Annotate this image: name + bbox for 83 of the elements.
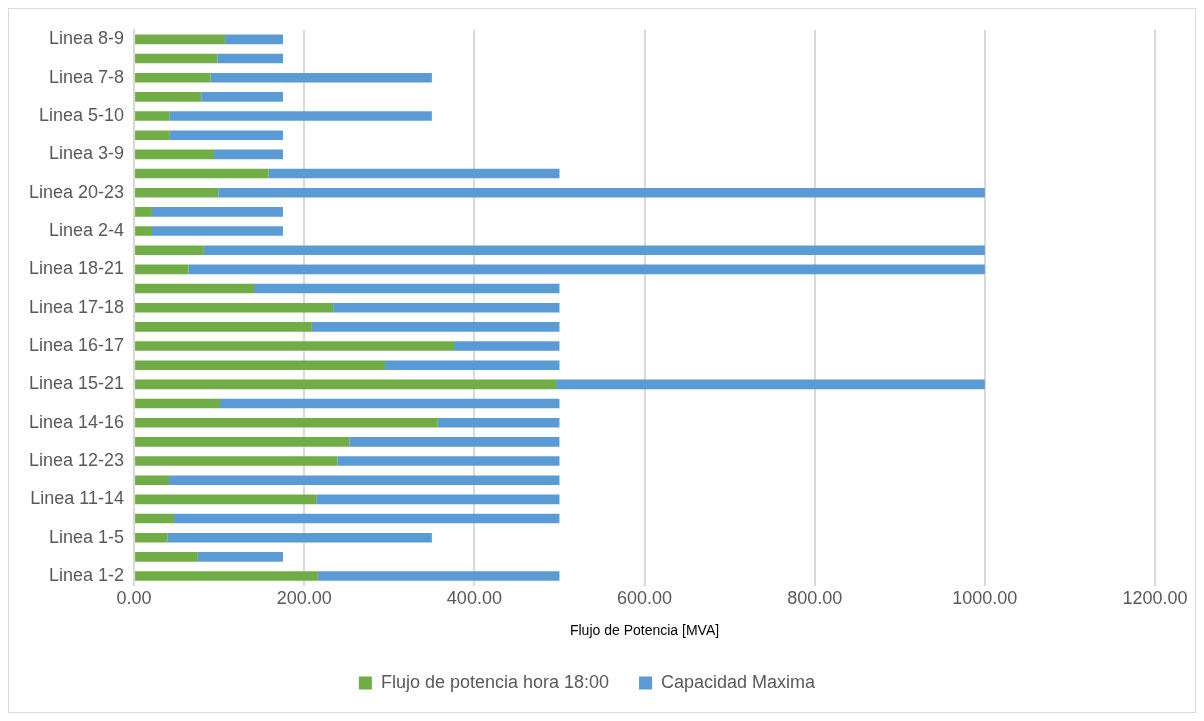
x-tick-label: 600.00 bbox=[617, 588, 673, 609]
bar bbox=[135, 149, 215, 160]
bar bbox=[135, 72, 211, 83]
bar bbox=[333, 302, 560, 313]
bar bbox=[135, 437, 350, 447]
bar bbox=[135, 398, 221, 409]
bar bbox=[135, 532, 168, 543]
bar bbox=[135, 552, 198, 562]
bar bbox=[135, 302, 334, 313]
bar bbox=[169, 130, 283, 140]
bar bbox=[135, 34, 226, 45]
y-tick-label: Linea 8-9 bbox=[49, 28, 125, 49]
y-tick-label: Linea 1-2 bbox=[49, 564, 125, 585]
x-tick-label: 400.00 bbox=[446, 588, 502, 609]
y-tick-label: Linea 3-9 bbox=[49, 143, 125, 164]
bar bbox=[135, 360, 386, 370]
y-tick-label: Linea 15-21 bbox=[28, 373, 125, 394]
y-tick-label: Linea 5-10 bbox=[39, 105, 125, 126]
x-tick-label: 1000.00 bbox=[952, 588, 1018, 609]
bar bbox=[437, 417, 560, 428]
bar bbox=[556, 379, 985, 390]
bar bbox=[167, 532, 432, 543]
bar bbox=[188, 264, 985, 275]
bar bbox=[135, 456, 338, 466]
bar bbox=[135, 111, 170, 121]
bar bbox=[135, 571, 318, 581]
bar bbox=[218, 187, 985, 198]
x-tick-label: 1200.00 bbox=[1122, 588, 1188, 609]
bar bbox=[225, 34, 283, 45]
bar bbox=[135, 187, 219, 198]
bar bbox=[135, 245, 204, 255]
y-tick-label: Linea 12-23 bbox=[28, 449, 125, 470]
legend-label: Flujo de potencia hora 18:00 bbox=[380, 671, 610, 692]
y-tick-label: Linea 18-21 bbox=[28, 258, 125, 279]
bar bbox=[135, 417, 438, 428]
y-tick-label: Linea 16-17 bbox=[28, 335, 125, 355]
bar bbox=[268, 168, 560, 179]
bar bbox=[169, 111, 432, 121]
bar bbox=[217, 53, 283, 64]
bar bbox=[220, 398, 560, 409]
bar bbox=[254, 283, 560, 294]
bar bbox=[135, 264, 189, 275]
bar bbox=[201, 92, 283, 102]
bar bbox=[214, 149, 283, 160]
bar bbox=[349, 437, 560, 447]
x-axis-title: Flujo de Potencia [MVA] bbox=[569, 622, 720, 639]
bar bbox=[151, 207, 283, 217]
bar bbox=[135, 53, 218, 64]
bar bbox=[453, 341, 560, 351]
y-tick-label: Linea 14-16 bbox=[28, 411, 125, 432]
bar bbox=[135, 207, 152, 217]
bar bbox=[135, 92, 202, 102]
legend-label: Capacidad Maxima bbox=[661, 671, 817, 692]
y-tick-label: Linea 20-23 bbox=[28, 181, 125, 202]
y-tick-label: Linea 7-8 bbox=[49, 66, 125, 87]
bar bbox=[135, 475, 169, 485]
bar bbox=[203, 245, 985, 255]
y-tick-label: Linea 17-18 bbox=[28, 296, 125, 317]
bar bbox=[197, 552, 283, 562]
bar bbox=[337, 456, 560, 466]
bar bbox=[135, 226, 152, 236]
bar bbox=[135, 494, 317, 505]
bar bbox=[316, 494, 560, 505]
bar bbox=[317, 571, 560, 581]
bar bbox=[135, 168, 269, 179]
bar bbox=[135, 130, 170, 140]
bar bbox=[135, 379, 557, 390]
bar bbox=[311, 322, 560, 332]
x-tick-label: 0.00 bbox=[116, 588, 152, 609]
bar bbox=[174, 513, 560, 524]
y-tick-label: Linea 1-5 bbox=[49, 526, 125, 547]
bar bbox=[385, 360, 560, 370]
bar bbox=[135, 513, 175, 524]
bar bbox=[210, 72, 432, 83]
y-tick-label: Linea 2-4 bbox=[49, 220, 125, 241]
x-tick-label: 800.00 bbox=[787, 588, 843, 609]
bar bbox=[151, 226, 283, 236]
bar bbox=[135, 283, 255, 294]
y-tick-label: Linea 11-14 bbox=[30, 488, 125, 509]
bar bbox=[135, 341, 454, 351]
bar bbox=[168, 475, 560, 485]
x-tick-label: 200.00 bbox=[276, 588, 332, 609]
bar bbox=[135, 322, 312, 332]
